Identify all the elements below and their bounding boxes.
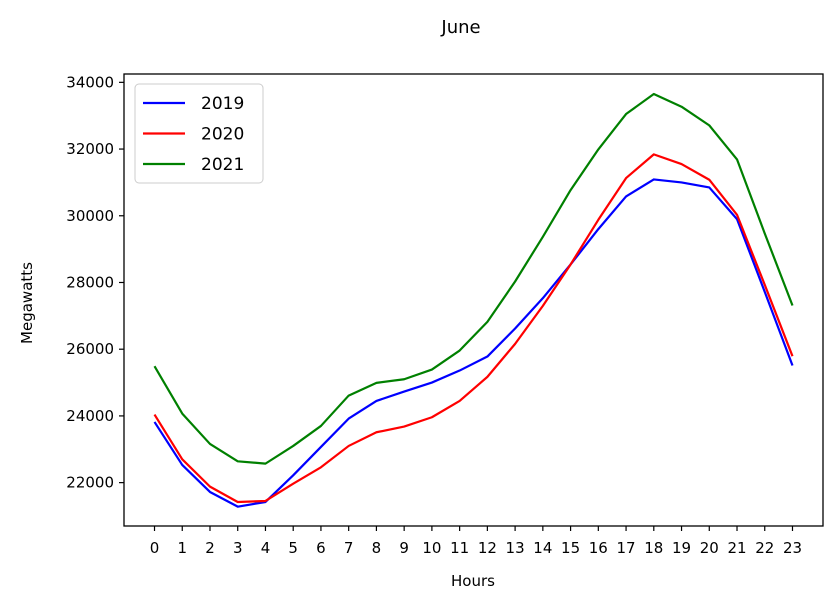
x-tick-label: 7: [344, 539, 354, 557]
x-tick-label: 9: [399, 539, 409, 557]
y-tick-label: 22000: [66, 474, 114, 492]
x-tick-label: 0: [150, 539, 160, 557]
x-tick-label: 6: [316, 539, 326, 557]
y-tick-label: 24000: [66, 407, 114, 425]
legend-label: 2021: [201, 155, 244, 175]
x-tick-label: 21: [727, 539, 746, 557]
chart-title: June: [440, 17, 480, 38]
x-axis-title: Hours: [451, 572, 495, 590]
series-line-2019: [153, 178, 794, 508]
plot-frame: [123, 73, 824, 527]
x-tick-label: 11: [450, 539, 469, 557]
x-axis-ticks: 0 1 2 3 4 5 6 7 8 9 10 11 12 13 14 15 16 17 18 19 20 21 22 23: [150, 526, 802, 557]
x-tick-label: 3: [233, 539, 243, 557]
x-tick-label: 18: [644, 539, 663, 557]
x-tick-label: 14: [533, 539, 552, 557]
x-tick-label: 13: [506, 539, 525, 557]
x-tick-label: 16: [589, 539, 608, 557]
legend-label: 2020: [201, 125, 244, 145]
series-line-2020: [153, 153, 794, 504]
series-line-2021: [153, 92, 794, 465]
x-tick-label: 20: [700, 539, 719, 557]
y-tick-label: 34000: [66, 73, 114, 91]
x-tick-label: 5: [288, 539, 298, 557]
x-tick-label: 8: [372, 539, 382, 557]
y-axis-title: Megawatts: [18, 262, 36, 344]
y-tick-label: 28000: [66, 273, 114, 291]
x-tick-label: 15: [561, 539, 580, 557]
legend-box: [134, 83, 264, 184]
x-tick-label: 2: [205, 539, 215, 557]
y-tick-label: 32000: [66, 140, 114, 158]
series-lines: [153, 92, 794, 508]
x-tick-label: 19: [672, 539, 691, 557]
x-tick-label: 10: [422, 539, 441, 557]
legend-label: 2019: [201, 94, 244, 114]
x-tick-label: 22: [755, 539, 774, 557]
y-axis-ticks: 22000 24000 26000 28000 30000 32000 34000: [66, 73, 124, 492]
x-tick-label: 1: [177, 539, 187, 557]
x-tick-label: 23: [783, 539, 802, 557]
x-tick-label: 17: [617, 539, 636, 557]
y-tick-label: 26000: [66, 340, 114, 358]
x-tick-label: 12: [478, 539, 497, 557]
legend: 2019 2020 2021: [134, 83, 264, 184]
y-tick-label: 30000: [66, 207, 114, 225]
x-tick-label: 4: [261, 539, 271, 557]
